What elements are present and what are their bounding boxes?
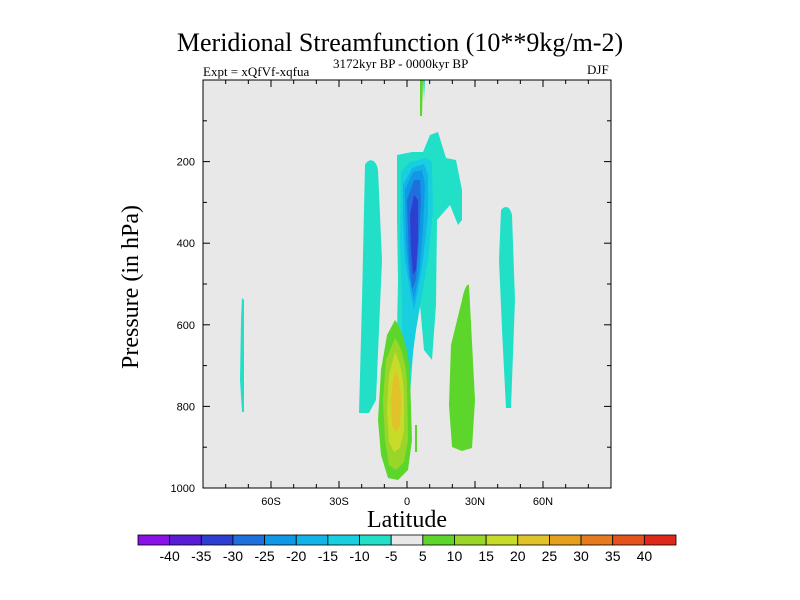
- colorbar-swatch: [422, 534, 455, 546]
- colorbar-swatch: [359, 534, 392, 546]
- colorbar-swatch: [517, 534, 550, 546]
- contour-northern-positive-cell: [449, 284, 475, 451]
- colorbar-swatch: [232, 534, 265, 546]
- colorbar-swatch: [643, 534, 677, 546]
- contour-top-streak-neg: [423, 80, 425, 100]
- colorbar-swatch: [137, 534, 171, 546]
- colorbar-label: -25: [254, 548, 274, 564]
- time-range-label: 3172kyr BP - 0000kyr BP: [333, 56, 469, 71]
- colorbar-label: 20: [510, 548, 526, 564]
- x-tick-label: 60S: [261, 496, 281, 508]
- y-tick-label: 200: [177, 157, 195, 169]
- colorbar-swatch: [612, 534, 645, 546]
- contour-southern-positive-20: [391, 370, 401, 433]
- colorbar-label: 40: [637, 548, 653, 564]
- colorbar-swatch: [169, 534, 202, 546]
- colorbar-swatch: [200, 534, 234, 546]
- x-tick-label: 0: [404, 496, 410, 508]
- experiment-label: Expt = xQfVf-xqfua: [203, 64, 310, 79]
- colorbar-label: 25: [542, 548, 558, 564]
- colorbar-swatch: [580, 534, 614, 546]
- contour-lower-streak: [415, 425, 417, 452]
- colorbar-label: 5: [419, 548, 427, 564]
- y-tick-label: 800: [177, 401, 195, 413]
- contour-equatorial-negative-30: [410, 195, 418, 275]
- contour-top-streak-5: [420, 80, 423, 116]
- contour-northern-negative-cell: [499, 207, 515, 408]
- colorbar-swatch: [549, 534, 582, 546]
- chart-title: Meridional Streamfunction (10**9kg/m-2): [176, 28, 624, 57]
- y-axis: 200 400 600 800 1000: [171, 120, 611, 495]
- y-tick-label: 600: [177, 320, 195, 332]
- contour-southern-negative-cell: [359, 160, 382, 413]
- colorbar-swatch: [390, 534, 424, 546]
- colorbar-label: 30: [573, 548, 589, 564]
- colorbar-label: -15: [318, 548, 338, 564]
- colorbar-label: -5: [385, 548, 398, 564]
- colorbar-label: -30: [223, 548, 243, 564]
- colorbar-label: 15: [478, 548, 494, 564]
- x-tick-label: 60N: [533, 496, 553, 508]
- colorbar-swatch: [295, 534, 329, 546]
- colorbar: -40 -35 -30 -25 -20 -15 -10 -5 5 10 15 20 25 30 35 40: [137, 534, 677, 564]
- colorbar-label: 35: [605, 548, 621, 564]
- colorbar-label: 10: [447, 548, 463, 564]
- colorbar-swatch: [264, 534, 297, 546]
- colorbar-label: -35: [191, 548, 211, 564]
- x-tick-label: 30S: [329, 496, 349, 508]
- colorbar-label: -40: [160, 548, 180, 564]
- y-tick-label: 400: [177, 238, 195, 250]
- x-axis-title: Latitude: [367, 507, 447, 533]
- contour-far-south-negative-cell: [240, 298, 244, 412]
- colorbar-label: -10: [349, 548, 369, 564]
- season-label: DJF: [587, 62, 609, 77]
- y-axis-title: Pressure (in hPa): [118, 205, 144, 369]
- colorbar-label: -20: [286, 548, 306, 564]
- colorbar-swatch: [327, 534, 360, 546]
- x-tick-label: 30N: [465, 496, 485, 508]
- y-tick-label: 1000: [171, 483, 195, 495]
- x-axis: 60S 30S 0 30N 60N: [225, 80, 589, 508]
- colorbar-swatch: [485, 534, 519, 546]
- colorbar-swatch: [454, 534, 487, 546]
